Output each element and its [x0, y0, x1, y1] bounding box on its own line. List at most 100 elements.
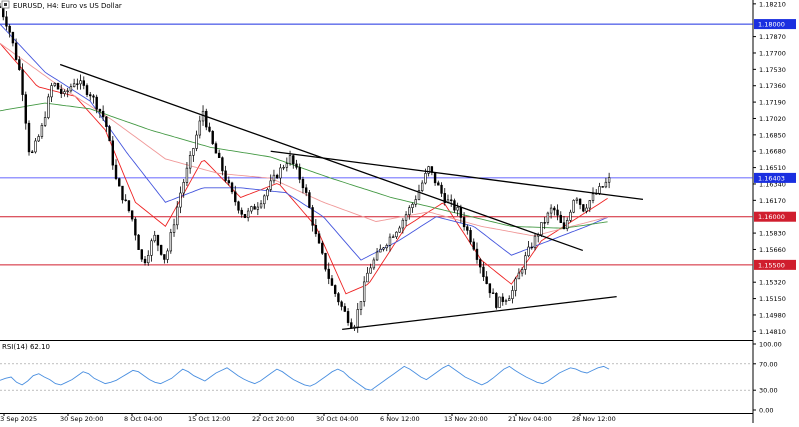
current-price-badge	[754, 172, 796, 183]
candle-body	[424, 173, 427, 184]
candle-body	[185, 167, 189, 183]
candle-body	[569, 211, 572, 221]
candle-body	[462, 217, 466, 228]
candle-body	[511, 290, 514, 299]
candle-body	[359, 301, 363, 310]
candle-body	[98, 108, 102, 112]
candle-body	[566, 220, 569, 229]
candle-body	[89, 94, 92, 97]
rsi-tick-label: 70.00	[759, 360, 778, 368]
candle-body	[85, 85, 89, 95]
price-tick-label: 1.18210	[759, 0, 786, 8]
candle-body	[18, 59, 21, 70]
candle-body	[501, 296, 504, 302]
candle-body	[205, 110, 208, 128]
candle-body	[269, 180, 272, 190]
level-badge-label: 1.18000	[758, 21, 785, 29]
candles-group	[0, 2, 611, 333]
price-tick-label: 1.15660	[759, 246, 786, 254]
candle-body	[449, 199, 453, 201]
candle-body	[582, 204, 585, 212]
candle-body	[72, 83, 76, 87]
rsi-label: RSI(14) 62.10	[2, 343, 50, 351]
candle-body	[366, 272, 369, 283]
candle-body	[188, 155, 192, 169]
candle-body	[572, 200, 575, 213]
rsi-tick-label: 100.00	[759, 341, 782, 349]
candle-body	[398, 227, 401, 233]
candle-body	[118, 178, 121, 187]
time-tick-label: 23 Sep 2025	[0, 415, 37, 423]
candle-body	[285, 163, 289, 168]
candle-body	[221, 157, 224, 172]
candle-body	[37, 136, 40, 142]
trendline	[342, 296, 617, 331]
level-badge	[754, 19, 796, 30]
candle-body	[327, 268, 330, 279]
candle-body	[469, 230, 472, 243]
candle-body	[601, 186, 604, 188]
time-tick-label: 22 Oct 20:00	[252, 415, 294, 423]
candle-body	[488, 283, 492, 294]
candle-body	[134, 218, 137, 236]
candle-body	[346, 311, 350, 323]
candle-body	[527, 246, 530, 257]
candle-body	[159, 244, 163, 255]
candle-body	[598, 186, 601, 194]
candle-body	[356, 309, 359, 328]
level-badge	[754, 259, 796, 270]
candle-body	[304, 187, 308, 193]
candle-body	[47, 96, 50, 118]
candle-body	[143, 258, 147, 264]
candle-body	[253, 206, 256, 210]
candle-body	[11, 31, 15, 44]
candle-body	[337, 293, 340, 303]
candle-body	[275, 174, 279, 179]
candle-body	[234, 191, 237, 203]
candle-body	[343, 306, 347, 312]
candle-body	[272, 174, 276, 182]
candle-body	[172, 224, 176, 233]
candle-body	[246, 210, 250, 218]
candle-body	[92, 95, 95, 98]
candle-body	[417, 190, 421, 200]
candle-body	[60, 88, 63, 94]
candle-body	[427, 166, 430, 174]
price-tick-label: 1.16340	[759, 180, 786, 188]
candle-body	[562, 222, 566, 229]
trendline	[270, 150, 644, 201]
candle-body	[111, 140, 115, 166]
candle-body	[176, 206, 179, 226]
candle-body	[578, 198, 582, 205]
candle-body	[0, 6, 2, 8]
candle-body	[333, 285, 337, 294]
candle-body	[227, 180, 231, 184]
candle-body	[372, 259, 376, 269]
candle-body	[556, 209, 559, 216]
time-tick-label: 13 Nov 20:00	[444, 415, 488, 423]
candle-body	[250, 206, 253, 212]
candle-body	[76, 83, 79, 85]
candle-body	[504, 300, 508, 302]
symbol-label: EURUSD, H4: Euro vs US Dollar	[13, 2, 122, 10]
price-tick-label: 1.16680	[759, 148, 786, 156]
price-tick-label: 1.14810	[759, 328, 786, 336]
price-tick-label: 1.15830	[759, 230, 786, 238]
candle-body	[314, 225, 318, 235]
candle-body	[214, 143, 218, 154]
candle-body	[211, 130, 214, 144]
candle-body	[433, 172, 437, 184]
candle-body	[195, 134, 198, 149]
candle-body	[208, 126, 211, 132]
candle-body	[69, 86, 73, 92]
candle-body	[440, 184, 443, 194]
candle-body	[475, 248, 479, 260]
price-tick-label: 1.16170	[759, 197, 786, 205]
candle-body	[559, 214, 562, 223]
candle-body	[437, 182, 440, 186]
candle-body	[137, 234, 140, 250]
candle-body	[256, 206, 260, 210]
candle-body	[588, 200, 591, 209]
